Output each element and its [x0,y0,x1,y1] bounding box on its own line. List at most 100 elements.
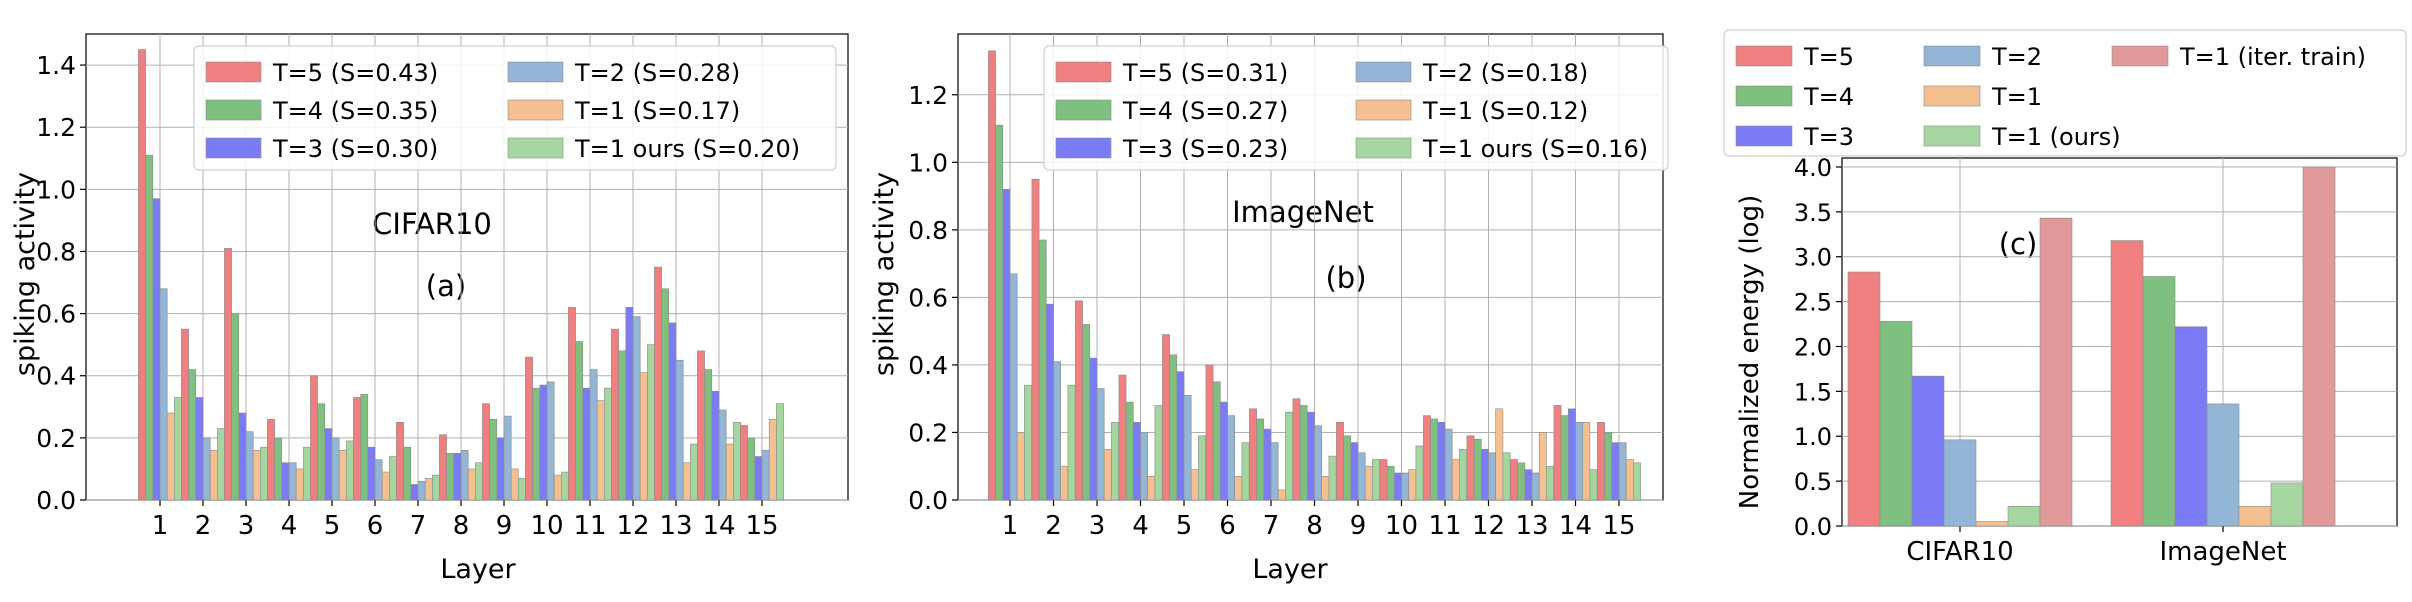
bar-panel-a-series5-cat14 [776,403,784,501]
bar-panel-b-series1-cat1 [1038,239,1047,501]
x-tick-label: 8 [1306,511,1323,541]
y-tick-label: 3.5 [1794,199,1832,227]
bar-panel-a-series4-cat6 [424,477,433,501]
bar-panel-b-series5-cat7 [1328,455,1337,501]
bar-panel-a-series2-cat4 [324,428,333,501]
bar-panel-b-series2-cat14 [1611,442,1620,501]
legend-swatch-2 [1055,137,1112,159]
bar-panel-b-series4-cat4 [1190,469,1199,501]
bar-panel-a-series4-cat4 [338,449,347,501]
bar-panel-b-series3-cat8 [1357,452,1366,501]
bar-panel-a-series2-cat14 [754,456,763,501]
bar-panel-b-series3-cat4 [1183,395,1192,501]
legend-label-5: T=1 (ours) [1991,123,2121,151]
x-tick-label: 14 [702,511,735,541]
bar-panel-a-series4-cat9 [553,474,562,501]
bar-panel-a-series3-cat8 [503,415,512,501]
panel-b-xlabel: Layer [1252,554,1328,585]
bar-panel-b-series1-cat5 [1212,381,1221,501]
bar-panel-b-series5-cat13 [1589,469,1598,501]
bar-panel-a-series0-cat7 [439,434,447,501]
x-tick-label: 2 [195,511,212,541]
bar-panel-b-series2-cat10 [1437,422,1446,501]
y-tick-label: 1.2 [36,113,76,142]
legend-label-2: T=3 (S=0.30) [272,135,438,163]
legend-box [1723,29,2407,157]
legend-label-2: T=3 (S=0.23) [1122,135,1288,163]
bar-panel-a-series5-cat3 [303,446,311,501]
bar-panel-a-series3-cat3 [288,462,297,501]
legend-label-0: T=5 [1803,43,1854,71]
bar-panel-a-series4-cat5 [381,471,390,501]
bar-panel-a-series5-cat4 [346,440,354,501]
bar-panel-b-series1-cat13 [1560,415,1569,501]
y-tick-label: 1.0 [36,175,76,204]
bar-panel-a-series2-cat8 [496,437,505,501]
bar-panel-a-series1-cat0 [145,154,154,501]
bar-panel-b-series2-cat8 [1350,442,1359,501]
bar-panel-a-series2-cat0 [152,198,161,501]
bar-panel-b-series5-cat1 [1067,384,1076,501]
bar-panel-a-series4-cat8 [510,468,519,501]
bar-panel-b-series2-cat4 [1176,371,1185,501]
y-tick-label: 1.2 [908,81,948,110]
bar-panel-a-series2-cat7 [453,453,462,501]
bar-panel-b-series2-cat7 [1307,411,1315,501]
x-tick-label: 5 [324,511,341,541]
bar-panel-a-series1-cat9 [532,387,541,501]
bar-panel-b-series2-cat13 [1568,408,1576,501]
bar-panel-b-series0-cat13 [1553,405,1562,501]
legend-label-2: T=3 [1803,123,1854,151]
bar-panel-b-series4-cat11 [1495,408,1504,501]
x-tick-label: 12 [1472,511,1505,541]
bar-panel-a-series2-cat13 [711,390,720,501]
bar-panel-a-series5-cat11 [647,344,655,501]
legend-label-0: T=5 (S=0.43) [272,59,438,87]
legend-swatch-2 [205,137,262,159]
bar-panel-a-series0-cat5 [353,397,361,501]
bar-panel-b-series1-cat0 [995,124,1004,501]
y-tick-label: 0.2 [36,424,76,453]
bar-panel-b-series5-cat2 [1111,422,1119,501]
legend-swatch-1 [1055,99,1112,121]
legend-swatch-5 [1355,137,1412,159]
bar-panel-a-series1-cat3 [274,437,283,501]
bar-panel-a-series5-cat0 [174,397,182,501]
bar-panel-b-series0-cat4 [1162,334,1170,501]
bar-panel-b-series5-cat6 [1285,411,1293,501]
bar-panel-b-series4-cat3 [1147,476,1156,501]
panel-a-title-annotation: CIFAR10 [372,207,492,241]
bar-panel-b-series0-cat11 [1466,435,1475,501]
x-tick-label: 11 [573,511,606,541]
x-tick-label: 15 [1602,511,1635,541]
panel-b-title-annotation: ImageNet [1232,195,1374,229]
bar-panel-c-series6-cat0 [2039,217,2073,527]
legend-swatch-0 [1735,45,1793,67]
bar-panel-a-series0-cat12 [654,266,662,501]
bar-panel-b-series0-cat12 [1510,459,1518,501]
y-tick-label: 3.0 [1794,244,1832,272]
x-tick-label: 10 [530,511,563,541]
x-tick-label: 7 [1263,511,1280,541]
bar-panel-b-series2-cat3 [1133,422,1141,501]
bar-panel-a-series2-cat10 [582,387,591,501]
bar-panel-a-series5-cat2 [260,446,268,501]
bar-panel-b-series3-cat12 [1531,472,1540,501]
bar-panel-b-series5-cat14 [1633,462,1641,501]
bar-panel-b-series4-cat10 [1451,459,1460,501]
bar-panel-b-series4-cat8 [1364,465,1373,501]
bar-panel-b-series1-cat3 [1125,401,1134,501]
bar-panel-a-series5-cat5 [389,456,397,501]
bar-panel-a-series4-cat14 [768,418,777,501]
bar-panel-b-series3-cat3 [1140,432,1148,501]
y-tick-label: 0.0 [1794,513,1832,541]
bar-panel-b-series1-cat10 [1430,418,1439,501]
bar-panel-a-series4-cat0 [166,412,175,501]
bar-panel-b-series2-cat0 [1002,189,1011,501]
bar-panel-b-series4-cat12 [1538,432,1547,501]
legend-swatch-3 [507,61,564,83]
x-tick-label: 1 [152,511,169,541]
bar-panel-b-series2-cat12 [1524,469,1533,501]
bar-panel-c-series2-cat1 [2174,326,2208,527]
bar-panel-a-series1-cat2 [231,313,240,501]
